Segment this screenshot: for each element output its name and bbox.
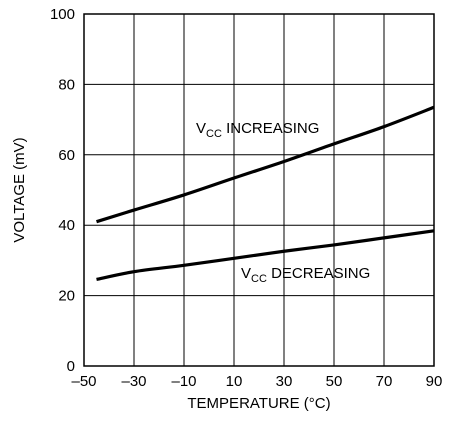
y-tick-label: 0 <box>67 358 75 375</box>
x-tick-label: –50 <box>71 373 96 390</box>
x-axis-title: TEMPERATURE (°C) <box>187 395 330 412</box>
series-label-subscript: CC <box>206 128 222 140</box>
y-tick-label: 100 <box>50 6 75 23</box>
series-label-rest: INCREASING <box>222 120 320 137</box>
y-tick-label: 40 <box>58 217 75 234</box>
series-label-subscript: CC <box>251 273 267 285</box>
series-label-main: V <box>241 265 251 282</box>
y-tick-label: 60 <box>58 147 75 164</box>
x-tick-label: 30 <box>276 373 293 390</box>
series-label-rest: DECREASING <box>267 265 370 282</box>
y-tick-label: 20 <box>58 288 75 305</box>
x-tick-label: 10 <box>226 373 243 390</box>
series-label-main: V <box>196 120 206 137</box>
series-line-vcc-increasing <box>96 105 435 224</box>
series-line-vcc-decreasing <box>96 229 435 281</box>
series-label-vcc-increasing: VCC INCREASING <box>196 120 319 140</box>
grid-layer <box>83 13 435 367</box>
x-tick-label: –10 <box>171 373 196 390</box>
x-tick-label: –30 <box>121 373 146 390</box>
x-tick-label: 90 <box>426 373 443 390</box>
series-layer <box>96 105 435 281</box>
y-axis-title: VOLTAGE (mV) <box>11 137 28 242</box>
tick-label-layer: –50 –30 –10 10 30 50 70 90 0 20 40 60 80 100 <box>50 6 442 390</box>
x-tick-label: 70 <box>376 373 393 390</box>
series-label-vcc-decreasing: VCC DECREASING <box>241 265 370 285</box>
y-tick-label: 80 <box>58 76 75 93</box>
plot-frame <box>83 13 435 367</box>
x-tick-label: 50 <box>326 373 343 390</box>
